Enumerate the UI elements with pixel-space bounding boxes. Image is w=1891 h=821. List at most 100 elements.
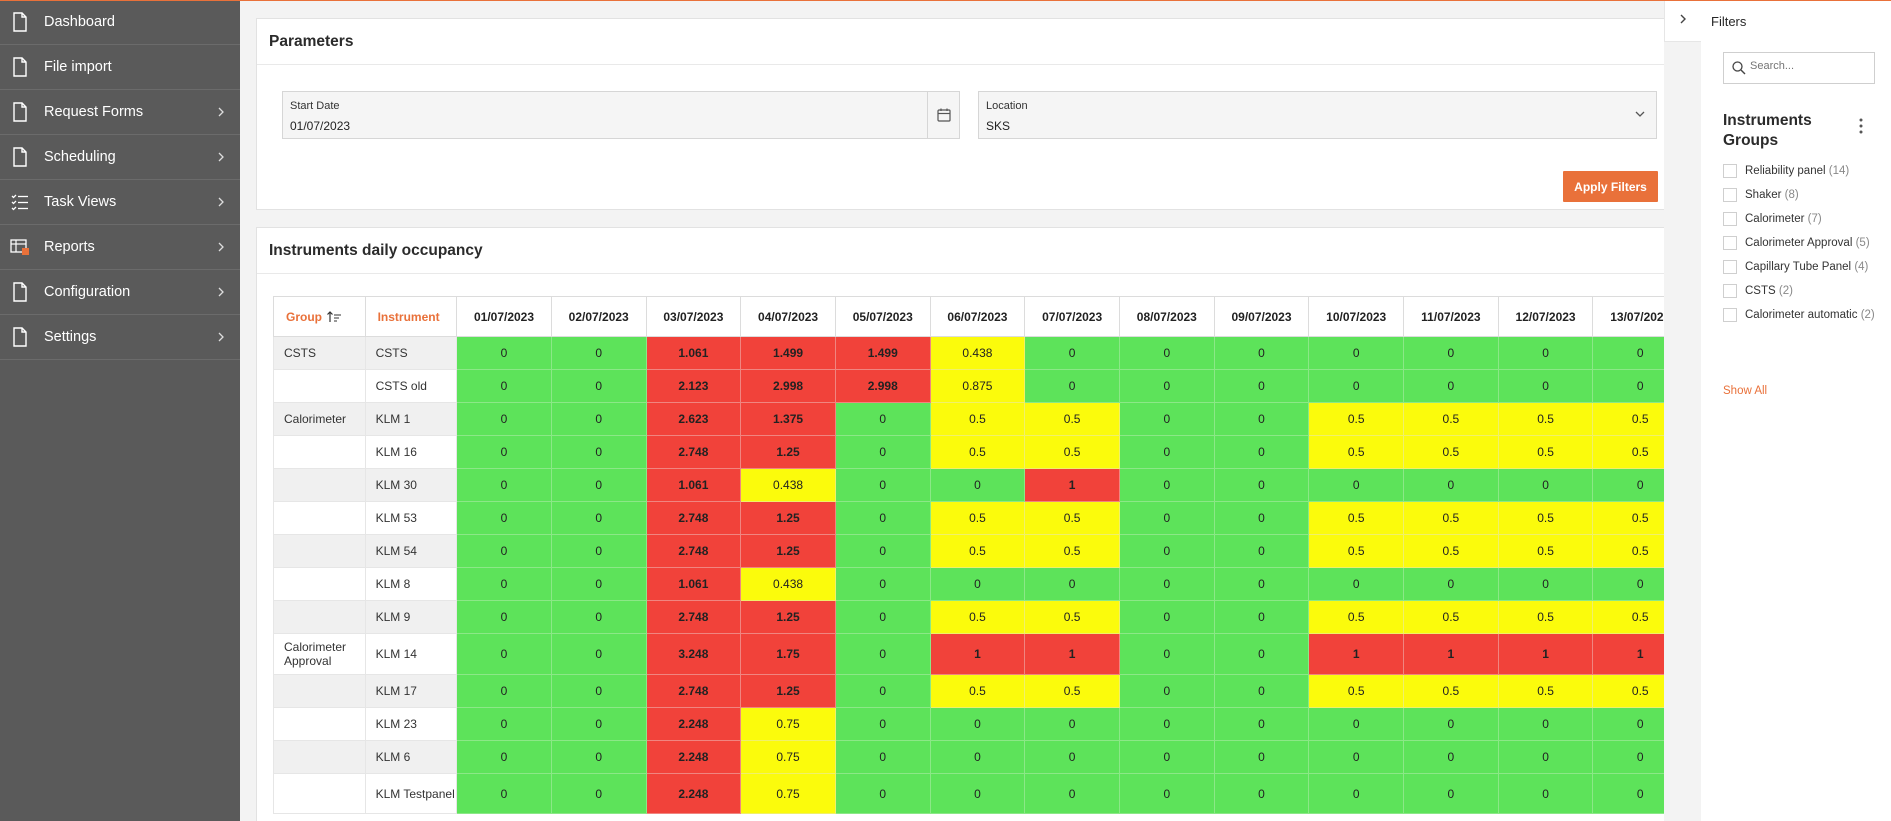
occupancy-cell[interactable]: 0 <box>550 501 647 535</box>
occupancy-cell[interactable]: 0.5 <box>1497 435 1594 469</box>
occupancy-cell[interactable]: 0 <box>1024 707 1120 741</box>
occupancy-cell[interactable]: 0 <box>1308 773 1405 814</box>
occupancy-cell[interactable]: 0 <box>456 740 552 774</box>
sidebar-item-request-forms[interactable]: Request Forms <box>0 90 240 135</box>
occupancy-cell[interactable]: 1.061 <box>645 567 742 601</box>
group-checkbox[interactable] <box>1723 260 1737 274</box>
occupancy-cell[interactable]: 0 <box>1308 707 1405 741</box>
occupancy-cell[interactable]: 0 <box>834 402 931 436</box>
occupancy-cell[interactable]: 0.5 <box>1403 435 1499 469</box>
occupancy-cell[interactable]: 0.438 <box>740 567 836 601</box>
apply-filters-button[interactable]: Apply Filters <box>1563 171 1658 202</box>
occupancy-cell[interactable]: 0 <box>1213 740 1310 774</box>
column-header-date[interactable]: 10/07/2023 <box>1308 296 1405 337</box>
column-header-group[interactable]: Group <box>273 296 366 337</box>
filters-search[interactable] <box>1723 52 1875 84</box>
occupancy-cell[interactable]: 0.5 <box>1403 402 1499 436</box>
occupancy-cell[interactable]: 0 <box>550 567 647 601</box>
start-date-field[interactable]: Start Date 01/07/2023 <box>282 91 960 139</box>
instrument-cell[interactable]: KLM Testpanel <box>364 773 458 814</box>
occupancy-cell[interactable]: 2.748 <box>645 674 742 708</box>
occupancy-cell[interactable]: 0 <box>1213 369 1310 403</box>
group-filter-item[interactable]: Calorimeter automatic (2) <box>1723 308 1883 323</box>
occupancy-cell[interactable]: 0.5 <box>929 534 1026 568</box>
sidebar-item-settings[interactable]: Settings <box>0 315 240 360</box>
occupancy-cell[interactable]: 1.75 <box>740 633 836 675</box>
occupancy-cell[interactable]: 0 <box>1118 534 1215 568</box>
instrument-cell[interactable]: KLM 53 <box>364 501 458 535</box>
occupancy-cell[interactable]: 0 <box>1213 336 1310 370</box>
occupancy-cell[interactable]: 0 <box>550 336 647 370</box>
occupancy-cell[interactable]: 0 <box>1118 773 1215 814</box>
group-filter-item[interactable]: Capillary Tube Panel (4) <box>1723 260 1883 275</box>
group-checkbox[interactable] <box>1723 188 1737 202</box>
occupancy-cell[interactable]: 0 <box>550 435 647 469</box>
occupancy-cell[interactable]: 0 <box>1403 468 1499 502</box>
occupancy-cell[interactable]: 0 <box>834 501 931 535</box>
occupancy-cell[interactable]: 0.5 <box>1403 534 1499 568</box>
occupancy-cell[interactable]: 0 <box>1308 468 1405 502</box>
occupancy-cell[interactable]: 1 <box>1308 633 1405 675</box>
column-header-date[interactable]: 11/07/2023 <box>1403 296 1499 337</box>
occupancy-cell[interactable]: 0 <box>1118 402 1215 436</box>
occupancy-cell[interactable]: 0 <box>550 468 647 502</box>
occupancy-cell[interactable]: 0 <box>456 402 552 436</box>
sort-ascending-icon[interactable] <box>326 310 342 323</box>
occupancy-cell[interactable]: 1.499 <box>834 336 931 370</box>
column-header-date[interactable]: 08/07/2023 <box>1118 296 1215 337</box>
occupancy-cell[interactable]: 0 <box>1403 740 1499 774</box>
occupancy-cell[interactable]: 0 <box>550 674 647 708</box>
occupancy-cell[interactable]: 0.5 <box>1403 674 1499 708</box>
occupancy-cell[interactable]: 0 <box>456 633 552 675</box>
occupancy-cell[interactable]: 0 <box>1118 468 1215 502</box>
group-checkbox[interactable] <box>1723 236 1737 250</box>
occupancy-cell[interactable]: 0 <box>1118 336 1215 370</box>
occupancy-cell[interactable]: 0 <box>550 534 647 568</box>
occupancy-cell[interactable]: 0 <box>834 468 931 502</box>
occupancy-cell[interactable]: 0 <box>456 534 552 568</box>
occupancy-cell[interactable]: 0 <box>1497 468 1594 502</box>
occupancy-cell[interactable]: 0 <box>834 600 931 634</box>
occupancy-cell[interactable]: 0 <box>1213 773 1310 814</box>
more-vertical-icon[interactable] <box>1858 118 1864 139</box>
chevron-down-icon[interactable] <box>1634 107 1646 125</box>
occupancy-cell[interactable]: 0 <box>456 435 552 469</box>
occupancy-cell[interactable]: 1.25 <box>740 534 836 568</box>
occupancy-cell[interactable]: 0.5 <box>929 402 1026 436</box>
occupancy-cell[interactable]: 0.5 <box>929 501 1026 535</box>
occupancy-cell[interactable]: 0 <box>1118 674 1215 708</box>
occupancy-cell[interactable]: 0 <box>1024 567 1120 601</box>
instrument-cell[interactable]: CSTS <box>364 336 458 370</box>
occupancy-cell[interactable]: 0 <box>1308 567 1405 601</box>
occupancy-cell[interactable]: 1.375 <box>740 402 836 436</box>
occupancy-cell[interactable]: 0 <box>550 773 647 814</box>
occupancy-cell[interactable]: 0 <box>929 567 1026 601</box>
occupancy-cell[interactable]: 0 <box>1213 435 1310 469</box>
occupancy-cell[interactable]: 0 <box>834 740 931 774</box>
occupancy-cell[interactable]: 0 <box>1403 369 1499 403</box>
occupancy-cell[interactable]: 0 <box>1024 773 1120 814</box>
occupancy-cell[interactable]: 2.248 <box>645 740 742 774</box>
occupancy-cell[interactable]: 0.5 <box>1497 600 1594 634</box>
occupancy-cell[interactable]: 0.5 <box>1024 402 1120 436</box>
group-filter-item[interactable]: Reliability panel (14) <box>1723 164 1883 179</box>
instrument-cell[interactable]: KLM 17 <box>364 674 458 708</box>
occupancy-cell[interactable]: 0.5 <box>929 674 1026 708</box>
occupancy-cell[interactable]: 0 <box>834 567 931 601</box>
occupancy-cell[interactable]: 0 <box>456 773 552 814</box>
occupancy-cell[interactable]: 0 <box>929 468 1026 502</box>
occupancy-cell[interactable]: 0.5 <box>1024 600 1120 634</box>
show-all-link[interactable]: Show All <box>1723 385 1768 397</box>
occupancy-cell[interactable]: 0 <box>929 740 1026 774</box>
occupancy-cell[interactable]: 0.5 <box>929 435 1026 469</box>
table-row[interactable]: KLM 16002.7481.2500.50.5000.50.50.50.50.… <box>273 435 1682 469</box>
occupancy-cell[interactable]: 0 <box>1497 567 1594 601</box>
occupancy-cell[interactable]: 1.25 <box>740 435 836 469</box>
occupancy-cell[interactable]: 0 <box>1118 435 1215 469</box>
occupancy-cell[interactable]: 0 <box>550 740 647 774</box>
column-header-date[interactable]: 09/07/2023 <box>1213 296 1310 337</box>
occupancy-cell[interactable]: 0 <box>456 567 552 601</box>
